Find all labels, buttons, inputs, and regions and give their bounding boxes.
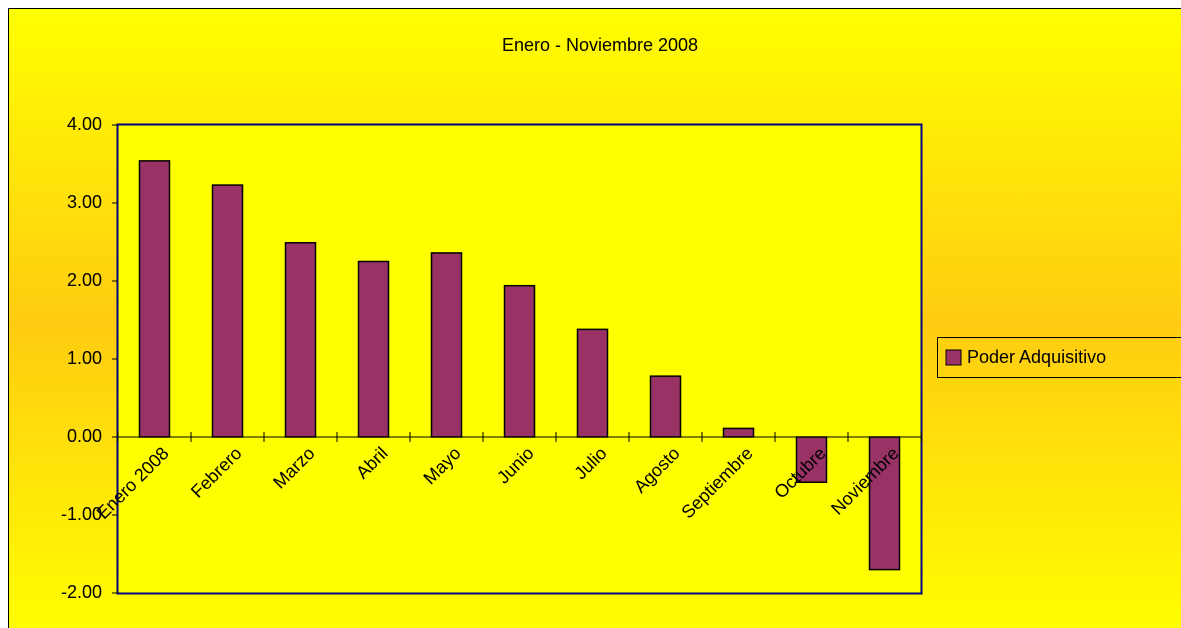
legend <box>937 337 1181 378</box>
y-tick-label: 4.00 <box>67 114 102 134</box>
legend-key <box>945 349 962 366</box>
bar <box>795 436 828 483</box>
bar <box>357 260 390 438</box>
y-tick-label: 3.00 <box>67 192 102 212</box>
bar <box>430 252 463 438</box>
y-tick-label: 2.00 <box>67 270 102 290</box>
y-tick-label: 1.00 <box>67 348 102 368</box>
y-tick-label: -2.00 <box>61 582 102 602</box>
y-tick-label: 0.00 <box>67 426 102 446</box>
bar <box>503 284 536 438</box>
bar <box>722 427 755 438</box>
y-tick-label: -1.00 <box>61 504 102 524</box>
bar <box>868 436 901 571</box>
bar <box>211 184 244 438</box>
chart-title: Enero - Noviembre 2008 <box>502 35 698 55</box>
bar <box>649 375 682 438</box>
bar <box>138 160 171 438</box>
legend-label: Poder Adquisitivo <box>967 347 1106 367</box>
bar <box>576 328 609 438</box>
bar <box>284 242 317 438</box>
